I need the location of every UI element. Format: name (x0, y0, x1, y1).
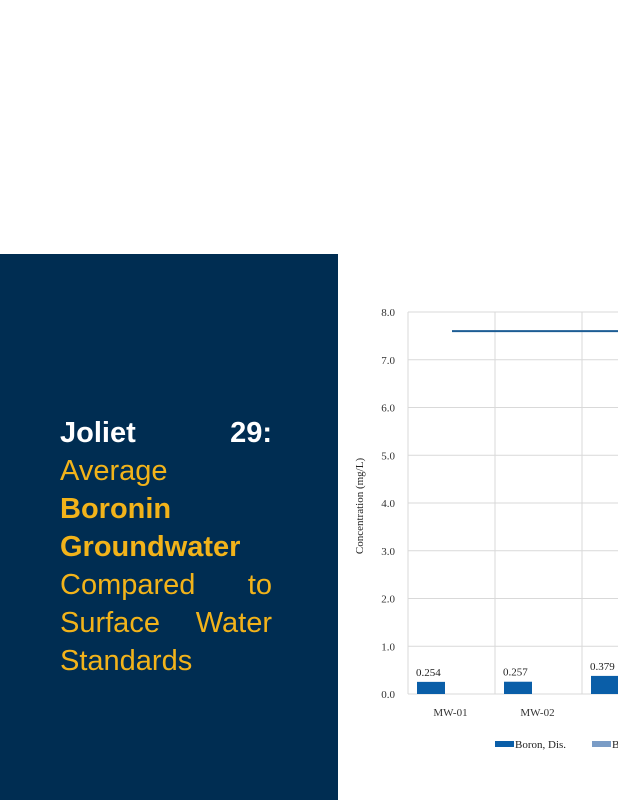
legend-label-standard: B (612, 739, 618, 751)
y-tick-label: 0.0 (381, 689, 395, 701)
y-axis-label: Concentration (mg/L) (354, 458, 366, 555)
data-labels: 0.254 0.257 0.379 (416, 661, 615, 679)
y-tick-label: 3.0 (381, 546, 395, 558)
title-word: 29: (230, 417, 272, 449)
title-line-4: Groundwater (60, 531, 241, 563)
title-word: Compared (60, 569, 196, 601)
slide-title: Joliet 29: Average Boronin Groundwater C… (60, 414, 272, 680)
y-tick-label: 5.0 (381, 450, 395, 462)
x-tick-label: MW-02 (520, 707, 554, 719)
legend-swatch-standard (592, 741, 611, 747)
y-tick-label: 7.0 (381, 355, 395, 367)
title-line-3: Boronin (60, 493, 172, 525)
title-word: to (247, 569, 272, 601)
bar (504, 681, 532, 694)
y-tick-label: 1.0 (381, 641, 395, 653)
title-word: Water (195, 607, 272, 639)
title-word: Joliet (60, 417, 136, 449)
chart-gridlines (407, 311, 618, 695)
boron-chart: 0.01.02.03.04.05.06.07.08.0 0.254 0.257 0.… (354, 307, 618, 751)
bar-series (417, 675, 618, 694)
y-tick-label: 2.0 (381, 594, 395, 606)
bar (591, 675, 618, 694)
title-line-1: Joliet 29: (60, 414, 272, 452)
data-label: 0.257 (503, 667, 528, 679)
title-line-5: Compared to (60, 566, 272, 604)
y-tick-label: 6.0 (381, 403, 395, 415)
chart-legend: Boron, Dis. B (495, 739, 618, 751)
x-tick-label: MW-01 (433, 707, 467, 719)
y-tick-label: 4.0 (381, 498, 395, 510)
legend-swatch-boron (495, 741, 514, 747)
title-line-6: Surface Water (60, 604, 272, 642)
bar (417, 681, 445, 694)
title-line-2: Average (60, 455, 168, 487)
title-line-7: Standards (60, 645, 193, 677)
y-tick-label: 8.0 (381, 307, 395, 319)
title-panel (0, 254, 338, 800)
data-label: 0.379 (590, 661, 615, 673)
legend-label-boron: Boron, Dis. (515, 739, 566, 751)
y-axis-ticks: 0.0 1.0 2.0 3.0 4.0 5.0 6.0 7.0 8.0 (381, 307, 395, 701)
data-label: 0.254 (416, 667, 441, 679)
title-word: Surface (60, 607, 160, 639)
